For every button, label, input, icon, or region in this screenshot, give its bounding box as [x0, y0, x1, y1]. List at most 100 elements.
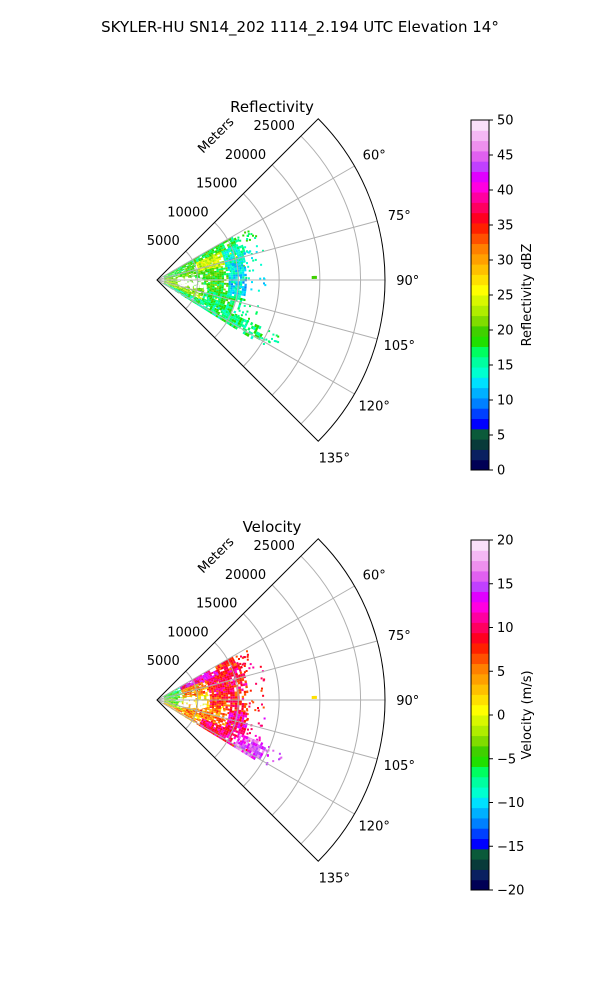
echo-cell [194, 296, 197, 299]
echo-cell [182, 275, 185, 277]
echo-cell [188, 714, 191, 717]
echo-cell [208, 249, 212, 252]
echo-cell [173, 700, 176, 702]
echo-cell [240, 714, 243, 717]
echo-cell [166, 277, 169, 279]
echo-cell [227, 724, 231, 728]
echo-cell [191, 685, 195, 687]
echo-cell [214, 288, 217, 291]
echo-cell [212, 296, 215, 299]
echo-speckle [235, 655, 238, 658]
echo-cell [250, 321, 254, 326]
echo-cell [225, 694, 229, 697]
echo-cell [194, 680, 198, 683]
echo-cell [218, 691, 221, 694]
echo-cell [212, 732, 216, 736]
echo-cell [163, 276, 166, 278]
echo-cell [198, 715, 201, 718]
echo-cell [173, 281, 176, 282]
echo-speckle [259, 724, 262, 727]
colorbar-segment [471, 807, 489, 819]
echo-cell [187, 295, 190, 298]
echo-cell [172, 693, 175, 695]
echo-cell [232, 704, 235, 708]
echo-speckle [256, 738, 259, 741]
colorbar-segment [471, 171, 489, 183]
echo-cell [212, 716, 215, 719]
echo-cell [186, 265, 189, 267]
echo-cell [170, 693, 173, 695]
echo-cell [175, 703, 178, 705]
colorbar-tick-label: 50 [497, 114, 514, 129]
echo-cell [211, 258, 215, 261]
echo-cell [213, 313, 217, 317]
echo-cell [211, 308, 215, 311]
echo-speckle [240, 655, 242, 658]
echo-cell [194, 717, 197, 720]
echo-speckle [242, 234, 245, 237]
echo-cell [228, 683, 232, 687]
echo-cell [213, 730, 216, 734]
echo-cell [209, 311, 213, 315]
panel-title: Reflectivity [230, 98, 314, 116]
echo-cell [171, 287, 174, 289]
echo-cell [216, 700, 219, 703]
echo-cell [174, 693, 178, 695]
echo-cell [215, 679, 219, 682]
echo-cell [215, 267, 219, 270]
echo-cell [214, 277, 218, 280]
echo-cell [244, 725, 248, 729]
echo-cell [216, 285, 220, 288]
echo-cell [229, 720, 232, 724]
echo-cell [175, 282, 178, 284]
echo-cell [220, 677, 223, 681]
radial-tick-label: 15000 [196, 597, 237, 612]
echo-cell [197, 675, 200, 678]
echo-cell [235, 315, 239, 319]
echo-cell [173, 702, 176, 704]
echo-cell [165, 703, 168, 706]
echo-cell [187, 686, 190, 689]
echo-cell [218, 667, 222, 671]
echo-cell [208, 680, 212, 683]
echo-cell [193, 692, 197, 694]
echo-cell [203, 692, 206, 694]
echo-cell [214, 708, 217, 710]
echo-cell [213, 680, 217, 683]
echo-cell [193, 690, 196, 692]
echo-speckle [229, 252, 232, 255]
echo-cell [241, 734, 245, 738]
echo-cell [164, 701, 167, 702]
echo-cell [187, 291, 190, 293]
echo-cell [251, 744, 255, 749]
echo-cell [189, 290, 193, 293]
echo-cell [173, 270, 176, 272]
echo-cell [237, 297, 241, 301]
echo-cell [214, 280, 218, 283]
echo-cell [223, 309, 227, 313]
echo-cell [219, 286, 222, 289]
echo-cell [172, 285, 175, 287]
echo-cell [241, 703, 245, 706]
echo-cell [235, 283, 238, 286]
echo-cell [213, 690, 217, 693]
colorbar-segment [471, 140, 489, 152]
echo-cell [165, 694, 168, 697]
echo-cell [182, 694, 185, 696]
echo-cell [169, 705, 173, 707]
echo-cell [202, 690, 206, 693]
echo-cell [166, 701, 169, 702]
echo-cell [233, 319, 237, 324]
echo-cell [202, 256, 205, 259]
echo-cell [187, 711, 190, 714]
echo-cell [211, 291, 214, 294]
echo-cell [200, 715, 204, 718]
echo-speckle [255, 311, 258, 314]
echo-cell [170, 285, 173, 287]
echo-cell [221, 694, 224, 697]
echo-cell [243, 325, 247, 329]
echo-cell [188, 298, 191, 301]
echo-cell [240, 729, 244, 733]
colorbar-segment [471, 367, 489, 378]
echo-cell [208, 257, 212, 261]
